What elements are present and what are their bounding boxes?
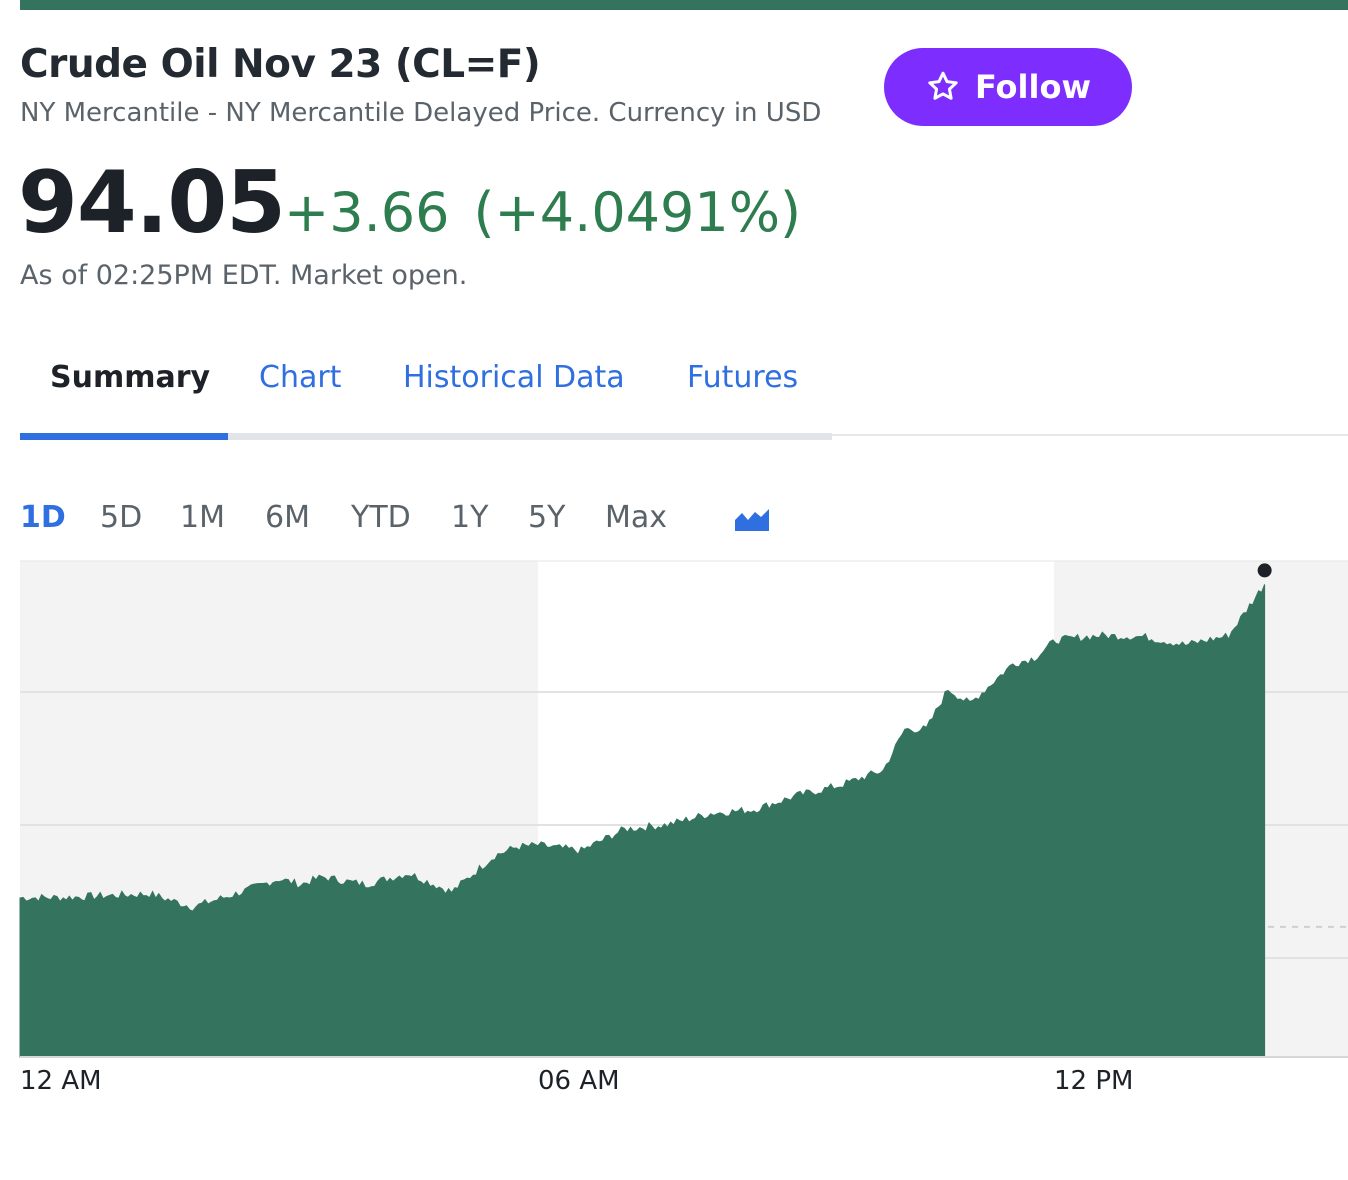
tab-divider — [832, 434, 1348, 436]
change-value: +3.66 — [284, 181, 450, 244]
range-1d[interactable]: 1D — [20, 500, 66, 535]
range-5d[interactable]: 5D — [100, 500, 143, 535]
x-tick-label: 12 PM — [1054, 1066, 1134, 1096]
quote-title: Crude Oil Nov 23 (CL=F) — [20, 42, 541, 87]
star-outline-icon — [925, 69, 961, 105]
quote-tabs: Summary Chart Historical Data Futures — [20, 352, 1348, 442]
x-tick-label: 06 AM — [538, 1066, 620, 1096]
x-tick-label: 12 AM — [20, 1066, 102, 1096]
active-tab-indicator — [20, 433, 228, 440]
current-price: 94.05 — [18, 153, 286, 253]
price-area — [19, 584, 1266, 1058]
tab-futures[interactable]: Futures — [687, 360, 799, 395]
tab-chart[interactable]: Chart — [259, 360, 342, 395]
range-max[interactable]: Max — [605, 500, 668, 535]
price-change: +3.66 (+4.0491%) — [284, 186, 801, 240]
accent-bar — [20, 0, 1348, 10]
tab-historical-data[interactable]: Historical Data — [403, 360, 625, 395]
market-status: As of 02:25PM EDT. Market open. — [20, 260, 468, 291]
range-1y[interactable]: 1Y — [451, 500, 489, 535]
follow-button[interactable]: Follow — [884, 48, 1132, 126]
range-6m[interactable]: 6M — [265, 500, 310, 535]
area-chart-icon[interactable] — [734, 506, 770, 536]
quote-subtitle: NY Mercantile - NY Mercantile Delayed Pr… — [20, 98, 822, 128]
range-1m[interactable]: 1M — [180, 500, 225, 535]
tab-track — [20, 433, 832, 440]
follow-label: Follow — [974, 68, 1092, 106]
tab-summary[interactable]: Summary — [50, 360, 211, 395]
change-percent: (+4.0491%) — [473, 181, 802, 244]
range-5y[interactable]: 5Y — [528, 500, 566, 535]
range-ytd[interactable]: YTD — [351, 500, 411, 535]
price-chart[interactable] — [0, 0, 1348, 1060]
last-price-dot — [1257, 563, 1272, 578]
